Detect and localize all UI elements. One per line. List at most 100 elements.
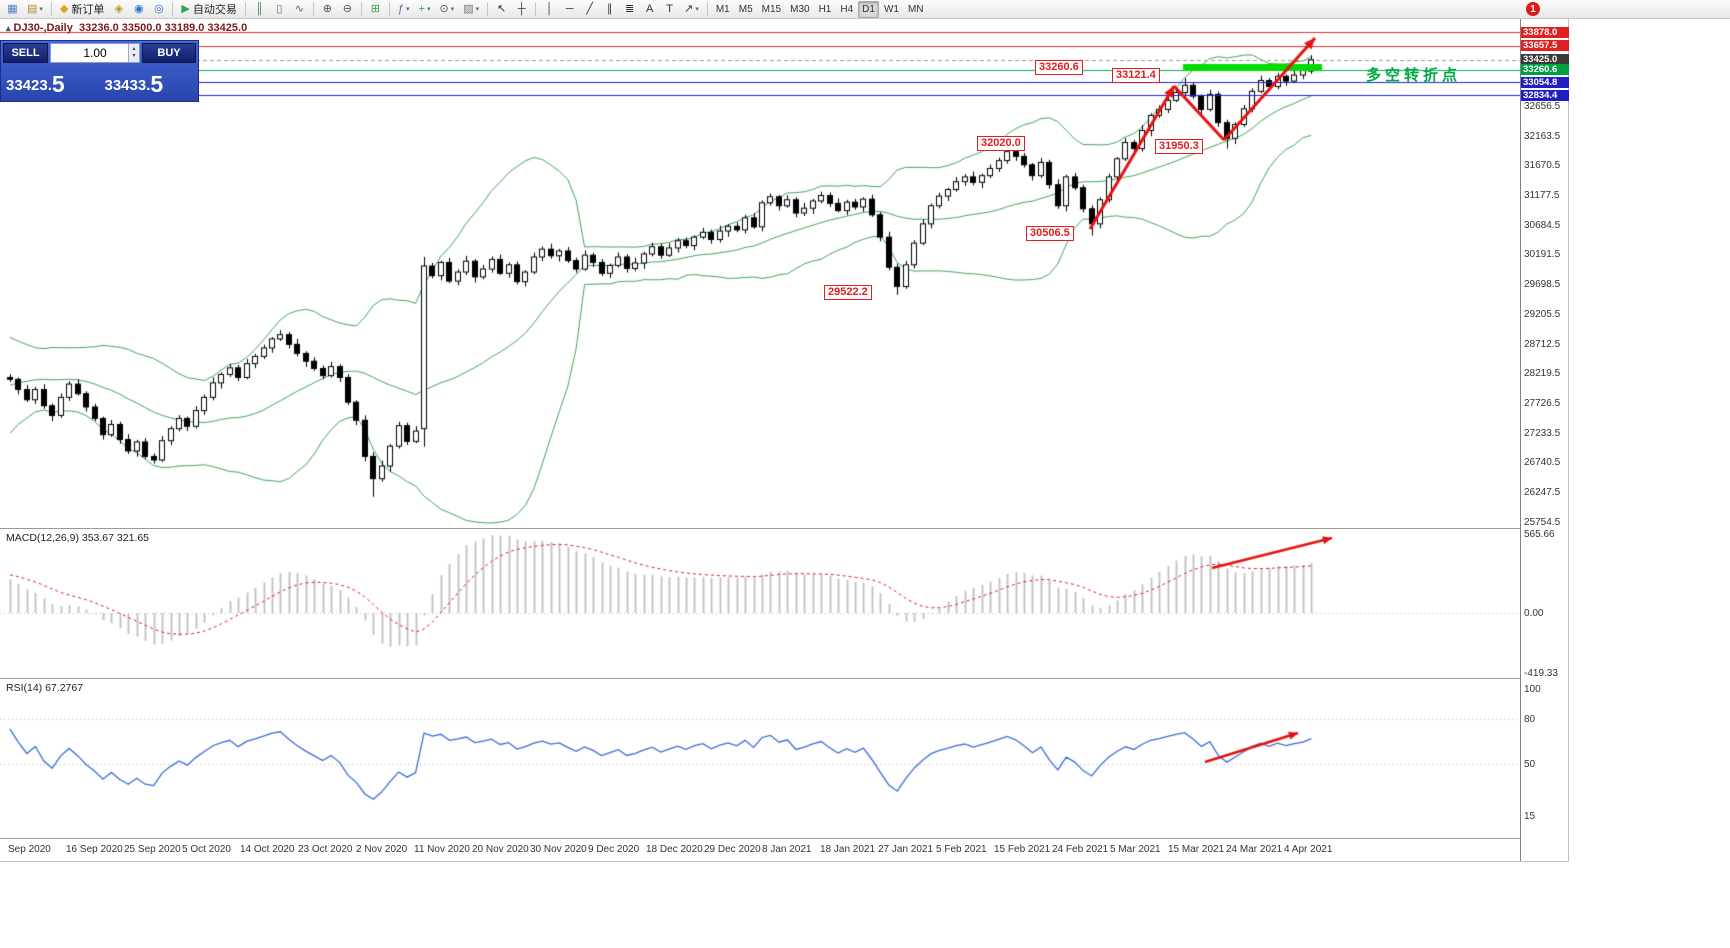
volume-spinner[interactable]: ▴ ▾ xyxy=(128,44,139,62)
trend-text-object[interactable]: 多空转折点 xyxy=(1366,67,1462,84)
indicators-button[interactable]: ƒ ▾ xyxy=(394,1,414,18)
cursor-icon: ↖ xyxy=(497,2,507,15)
time-axis-label: 5 Feb 2021 xyxy=(936,844,987,855)
timeframe-w1-label: W1 xyxy=(883,3,899,15)
time-axis[interactable]: Sep 2020 16 Sep 2020 25 Sep 2020 5 Oct 2020… xyxy=(0,839,1520,861)
vertical-line-icon: │ xyxy=(546,2,554,15)
timeframe-m30-button[interactable]: M30 xyxy=(786,1,813,18)
macd-panel-canvas[interactable] xyxy=(0,529,1520,678)
rsi-scale-label: 50 xyxy=(1524,759,1536,770)
time-axis-label: 5 Mar 2021 xyxy=(1110,844,1161,855)
price-annotation[interactable]: 30506.5 xyxy=(1026,226,1074,241)
chart-candlesticks-button[interactable]: ▯ xyxy=(270,1,289,18)
timeframe-w1-button[interactable]: W1 xyxy=(880,1,903,18)
zoom-in-button[interactable]: ⊕ xyxy=(318,1,337,18)
spinner-up-icon[interactable]: ▴ xyxy=(132,46,136,52)
price-annotation[interactable]: 31950.3 xyxy=(1155,139,1203,154)
rsi-panel-canvas[interactable] xyxy=(0,679,1520,838)
templates-button[interactable]: ▨ ▾ xyxy=(459,1,483,18)
panel-separator[interactable] xyxy=(0,528,1520,529)
fibonacci-retracement-button[interactable]: ≣ xyxy=(620,1,639,18)
chart-line-button[interactable]: ∿ xyxy=(290,1,309,18)
notification-badge[interactable]: 1 xyxy=(1526,2,1540,16)
timeframe-d1-button[interactable]: D1 xyxy=(858,0,879,18)
new-chart-button[interactable]: ▦ xyxy=(3,1,22,18)
time-axis-label: 24 Mar 2021 xyxy=(1226,844,1283,855)
mql5-community-button[interactable]: ◉ xyxy=(129,1,148,18)
profiles-button[interactable]: ▤ ▾ xyxy=(23,1,47,18)
oneclick-collapse-icon[interactable]: ▴ xyxy=(6,23,11,33)
text-button[interactable]: A xyxy=(640,1,659,18)
price-scale-label: 29205.5 xyxy=(1524,308,1561,320)
time-axis-label: 16 Sep 2020 xyxy=(66,844,123,855)
timeframe-m1-button[interactable]: M1 xyxy=(712,1,734,18)
timeframe-m15-button[interactable]: M15 xyxy=(758,1,785,18)
toolbar-separator xyxy=(388,2,390,16)
sell-button[interactable]: SELL xyxy=(3,43,48,63)
toolbar-separator xyxy=(312,2,314,16)
price-annotation[interactable]: 32020.0 xyxy=(977,136,1025,151)
indicators-icon: ƒ xyxy=(397,2,404,15)
zoom-in-icon: ⊕ xyxy=(322,2,332,15)
rsi-scale-label: 80 xyxy=(1524,714,1536,725)
one-click-trading-panel: SELL 1.00 ▴ ▾ BUY 33423. 5 33433. 5 xyxy=(0,40,199,102)
macd-scale-label: 565.66 xyxy=(1524,529,1555,540)
sell-price[interactable]: 33423. 5 xyxy=(1,65,100,99)
chart-candlesticks-icon: ▯ xyxy=(276,2,283,15)
timeframe-m15-label: M15 xyxy=(761,3,782,15)
new-order-label: 新订单 xyxy=(71,4,105,16)
price-scale-label: 31670.5 xyxy=(1524,160,1561,172)
time-axis-label: 9 Dec 2020 xyxy=(588,844,640,855)
equidistant-channel-button[interactable]: ∥ xyxy=(600,1,619,18)
volume-input[interactable]: 1.00 ▴ ▾ xyxy=(50,43,140,63)
price-annotation[interactable]: 29522.2 xyxy=(824,285,872,300)
price-scale-label: 32163.5 xyxy=(1524,130,1561,142)
main-chart-canvas[interactable] xyxy=(0,19,1520,528)
time-axis-label: 5 Oct 2020 xyxy=(182,844,231,855)
panel-separator[interactable] xyxy=(0,678,1520,679)
time-axis-label: 29 Dec 2020 xyxy=(704,844,761,855)
toolbar-separator xyxy=(360,2,362,16)
depth-of-market-button[interactable]: ◈ xyxy=(109,1,128,18)
price-annotation[interactable]: 33121.4 xyxy=(1112,68,1160,83)
spinner-down-icon[interactable]: ▾ xyxy=(132,53,136,59)
timeframe-h1-button[interactable]: H1 xyxy=(815,1,836,18)
horizontal-line-button[interactable]: ─ xyxy=(560,1,579,18)
crosshair-button[interactable]: ┼ xyxy=(512,1,531,18)
price-scale-label: 30684.5 xyxy=(1524,219,1561,231)
add-indicator-button[interactable]: + ▾ xyxy=(415,1,435,18)
autotrading-button[interactable]: ▶ 自动交易 xyxy=(177,1,240,18)
autotrading-label: 自动交易 xyxy=(192,4,237,16)
buy-price[interactable]: 33433. 5 xyxy=(100,65,199,99)
cursor-button[interactable]: ↖ xyxy=(492,1,511,18)
buy-button[interactable]: BUY xyxy=(142,43,196,63)
text-label-button[interactable]: T xyxy=(660,1,679,18)
price-scale-label: 27726.5 xyxy=(1524,397,1561,409)
new-order-button[interactable]: ◆ 新订单 xyxy=(56,1,108,18)
timeframe-mn-button[interactable]: MN xyxy=(904,1,928,18)
depth-of-market-icon: ◈ xyxy=(114,2,124,15)
price-scale-label: 27233.5 xyxy=(1524,427,1561,439)
panel-separator[interactable] xyxy=(0,838,1520,839)
timeframe-m5-button[interactable]: M5 xyxy=(735,1,757,18)
time-axis-label: Sep 2020 xyxy=(8,844,51,855)
timeframe-h1-label: H1 xyxy=(818,3,832,15)
chart-window-button[interactable]: ◎ xyxy=(149,1,168,18)
chevron-down-icon: ▾ xyxy=(426,6,431,13)
vertical-line-button[interactable]: │ xyxy=(540,1,559,18)
chart-ohlc-values: 33236.0 33500.0 33189.0 33425.0 xyxy=(78,22,248,34)
timeframe-h4-button[interactable]: H4 xyxy=(836,1,857,18)
rsi-scale-label: 100 xyxy=(1524,684,1541,695)
arrows-tool-icon: ↗ xyxy=(684,2,694,15)
arrows-tool-button[interactable]: ↗ ▾ xyxy=(680,1,703,18)
price-annotation[interactable]: 33260.6 xyxy=(1035,60,1083,75)
chart-bars-button[interactable]: ║ xyxy=(250,1,269,18)
zoom-out-button[interactable]: ⊖ xyxy=(338,1,357,18)
periods-button[interactable]: ⊙ ▾ xyxy=(435,1,458,18)
horizontal-line-icon: ─ xyxy=(565,2,574,15)
price-scale[interactable]: 32656.5 32163.5 31670.5 31177.5 30684.5 30191… xyxy=(1520,19,1569,861)
trendline-button[interactable]: ╱ xyxy=(580,1,599,18)
price-line-tag: 33878.0 xyxy=(1521,26,1569,38)
tile-windows-button[interactable]: ⊞ xyxy=(366,1,385,18)
